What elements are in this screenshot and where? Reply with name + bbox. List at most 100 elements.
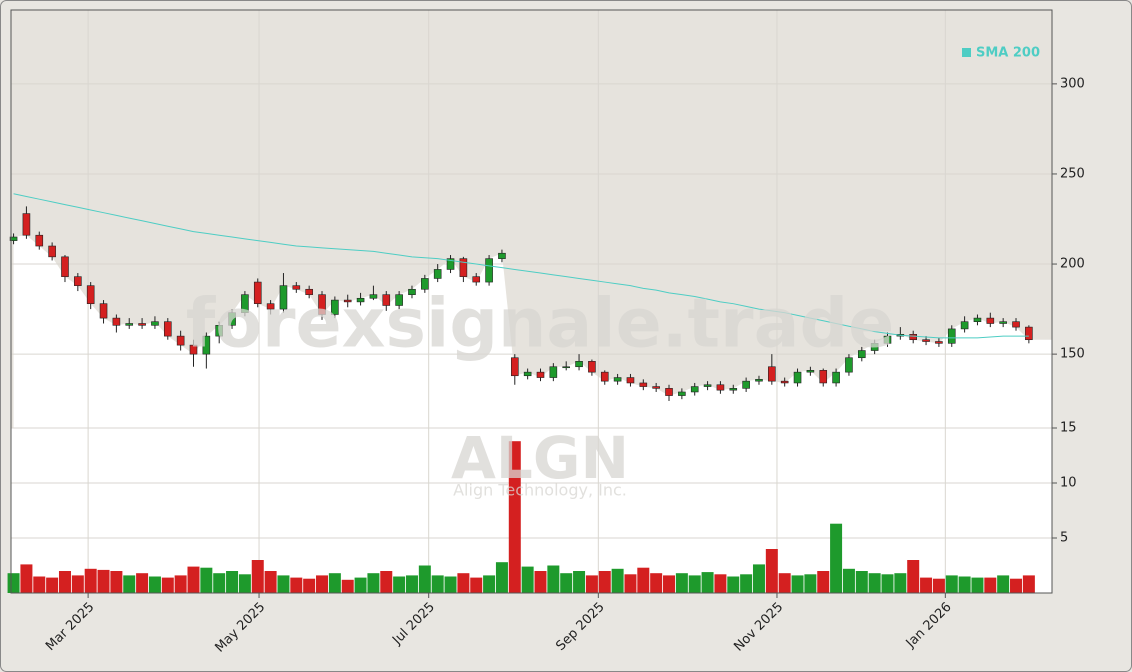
volume-bar [598, 571, 611, 593]
candle-body [421, 278, 429, 290]
candle-body [86, 285, 95, 304]
candle-body [343, 299, 352, 303]
volume-bar [264, 571, 277, 593]
candle-body [819, 370, 828, 384]
candle-body [960, 321, 969, 330]
candle-body [163, 321, 172, 337]
volume-bar [521, 566, 534, 593]
candle-body [459, 258, 468, 277]
volume-bar [174, 575, 187, 593]
candle-body [408, 288, 416, 295]
candle-body [279, 285, 288, 310]
candle-body [189, 344, 198, 355]
volume-bar [251, 560, 264, 593]
candle-body [523, 371, 532, 377]
volume-bar [560, 573, 573, 593]
volume-bar [380, 571, 393, 593]
candle-body [626, 377, 635, 384]
volume-bar [855, 571, 868, 593]
candle-body [292, 285, 301, 290]
volume-bar [585, 575, 598, 593]
volume-bar [470, 577, 483, 593]
candle-body [99, 303, 108, 319]
volume-bar [110, 571, 123, 593]
candle-body [176, 335, 185, 346]
y-tick-label: 200 [1060, 257, 1085, 272]
candle-body [909, 334, 918, 341]
candle-body [382, 294, 391, 306]
volume-bar [765, 549, 778, 593]
volume-bar [920, 577, 933, 593]
volume-bar [675, 573, 688, 593]
volume-bar [868, 573, 881, 593]
candle-body [48, 245, 56, 258]
candle-body [74, 276, 82, 286]
candle-body [1025, 326, 1033, 341]
volume-bar [932, 578, 945, 593]
volume-bar [277, 575, 290, 593]
volume-bar [457, 573, 470, 593]
candle-body [870, 343, 879, 351]
candle-body [845, 357, 853, 373]
volume-bar [1010, 578, 1023, 593]
y-tick-label: 15 [1060, 421, 1077, 436]
candle-body [305, 288, 313, 295]
volume-bar [316, 575, 329, 593]
volume-bar [290, 577, 303, 593]
symbol-watermark: ALGN [451, 424, 629, 492]
volume-bar [611, 568, 624, 593]
candle-body [652, 386, 660, 389]
candle-body [678, 391, 686, 396]
candle-body [151, 321, 159, 326]
volume-bar [997, 575, 1010, 593]
candle-body [61, 256, 69, 277]
volume-bar [495, 562, 508, 593]
candle-body [395, 294, 403, 306]
candle-body [922, 339, 930, 342]
volume-bar [341, 579, 354, 593]
candle-body [832, 371, 840, 384]
candle-body [575, 361, 583, 368]
volume-bar [958, 576, 971, 593]
candle-body [510, 357, 519, 377]
y-tick-label: 5 [1060, 531, 1068, 546]
y-tick-label: 10 [1060, 476, 1077, 491]
volume-bar [303, 578, 316, 593]
legend-label: SMA 200 [976, 46, 1040, 61]
candle-body [356, 297, 365, 303]
volume-bar [97, 569, 110, 593]
candle-body [202, 335, 211, 355]
volume-bar [7, 573, 20, 593]
candle-body [433, 269, 442, 279]
candle-body [703, 384, 712, 387]
volume-bar [637, 567, 650, 593]
candle-body [318, 294, 326, 315]
volume-bar [226, 571, 239, 593]
candle-body [446, 258, 455, 270]
volume-bar [714, 574, 727, 593]
company-watermark: Align Technology, Inc. [453, 481, 627, 500]
candle-body [369, 294, 378, 299]
candle-body [806, 370, 815, 373]
y-tick-label: 250 [1060, 166, 1085, 181]
candle-body [536, 371, 545, 378]
watermark: forexsignale.trade [186, 285, 895, 364]
volume-bar [354, 577, 367, 593]
volume-bar [624, 574, 637, 593]
volume-bar [328, 573, 341, 593]
candle-body [485, 258, 493, 283]
y-tick-label: 300 [1060, 76, 1085, 91]
legend-swatch [962, 48, 971, 57]
volume-bar [945, 575, 958, 593]
candle-body [755, 379, 763, 382]
volume-bar [84, 568, 97, 593]
candle-body [588, 361, 596, 373]
candle-body [999, 321, 1007, 324]
candle-body [138, 323, 146, 326]
volume-bar [701, 572, 714, 593]
candle-body [253, 281, 262, 304]
sma-line [13, 193, 1029, 339]
volume-bar [431, 575, 444, 593]
